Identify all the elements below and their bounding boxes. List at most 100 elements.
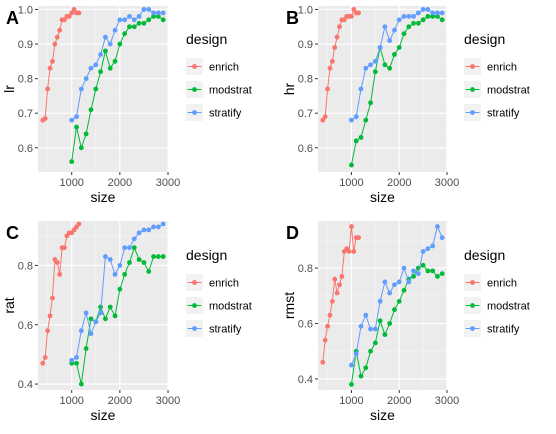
- panel-a-point-modstrat: [141, 20, 147, 26]
- panel-a-point-enrich: [52, 41, 58, 47]
- panel-b-legend-label-stratify: stratify: [487, 108, 520, 120]
- panel-b-point-stratify: [415, 10, 421, 16]
- panel-c-point-enrich: [57, 271, 63, 277]
- panel-b-point-enrich: [325, 86, 330, 92]
- panel-a-point-stratify: [117, 17, 123, 23]
- panel-d-point-stratify: [439, 235, 445, 241]
- panel-a-point-modstrat: [103, 48, 108, 54]
- panel-b-point-enrich: [322, 114, 328, 120]
- panel-b-legend-key-point-stratify: [470, 110, 475, 115]
- panel-c-x-tick-label: 3000: [156, 395, 180, 407]
- panel-d-letter: D: [286, 223, 299, 243]
- panel-d-y-tick-label: 0.6: [298, 319, 313, 331]
- panel-c-y-tick-label: 0.6: [18, 320, 33, 332]
- panel-a-point-enrich: [47, 65, 53, 71]
- panel-a-legend-key-point-modstrat: [192, 87, 197, 92]
- panel-c-point-modstrat: [136, 257, 142, 262]
- panel-a-point-modstrat: [131, 24, 137, 30]
- panel-d-y-tick-label: 0.8: [298, 263, 313, 275]
- panel-a-point-stratify: [127, 13, 132, 19]
- panel-d-point-modstrat: [363, 365, 369, 371]
- panel-d-y-axis-title: rmst: [281, 292, 297, 319]
- panel-a-point-stratify: [136, 13, 142, 19]
- panel-a-y-tick-label: 0.7: [18, 108, 33, 120]
- panel-d-point-stratify: [401, 265, 407, 271]
- panel-b-point-stratify: [406, 13, 412, 19]
- panel-a-point-stratify: [93, 62, 99, 68]
- panel-a-point-enrich: [66, 13, 72, 19]
- panel-c-point-stratify: [83, 310, 89, 316]
- panel-a-y-axis-title: lr: [1, 85, 17, 93]
- panel-a-point-enrich: [57, 27, 63, 33]
- panel-a-point-modstrat: [155, 13, 161, 19]
- panel-d-legend-key-point-enrich: [470, 280, 475, 285]
- panel-d-point-enrich: [325, 323, 330, 329]
- panel-d-point-enrich: [332, 276, 338, 282]
- panel-b-point-stratify: [353, 114, 359, 120]
- panel-a-legend-label-enrich: enrich: [209, 62, 239, 74]
- panel-b-point-stratify: [430, 10, 436, 16]
- panel-a-point-stratify: [98, 52, 103, 57]
- panel-b-x-tick-label: 3000: [435, 177, 459, 189]
- panel-c-point-modstrat: [88, 316, 94, 322]
- panel-d-point-stratify: [420, 249, 426, 254]
- panel-b-point-enrich: [351, 7, 357, 12]
- panel-c-point-stratify: [127, 245, 132, 251]
- panel-b-point-modstrat: [439, 17, 445, 23]
- panel-b-x-tick-label: 1000: [339, 177, 363, 189]
- panel-a-point-modstrat: [88, 107, 94, 113]
- panel-b-point-modstrat: [363, 117, 369, 123]
- panel-b-legend-label-modstrat: modstrat: [487, 85, 530, 97]
- panel-d-point-modstrat: [349, 382, 354, 387]
- panel-c-legend: design enrich modstrat stratify: [186, 247, 252, 337]
- panel-b-x-tick-label: 2000: [387, 177, 411, 189]
- panel-b-point-modstrat: [435, 13, 440, 19]
- panel-d-point-stratify: [382, 279, 388, 285]
- panel-d-point-stratify: [406, 279, 412, 285]
- panel-c-point-enrich: [50, 295, 55, 301]
- panel-c-x-axis-title: size: [91, 407, 116, 423]
- panel-c-legend-key-point-modstrat: [192, 303, 197, 308]
- panel-c-x-tick-label: 2000: [108, 395, 132, 407]
- panel-d-point-enrich: [320, 359, 326, 365]
- panel-d-point-stratify: [392, 282, 397, 288]
- panel-b-y-tick-label: 0.9: [298, 39, 313, 51]
- panel-c-point-modstrat: [98, 304, 103, 310]
- panel-c-point-enrich: [47, 313, 53, 319]
- panel-d-point-stratify: [349, 362, 354, 368]
- panel-a-point-modstrat: [69, 159, 75, 165]
- panel-d-point-modstrat: [435, 274, 440, 279]
- panel-d-point-stratify: [368, 326, 373, 332]
- panel-c-x-tick-label: 1000: [59, 395, 83, 407]
- panel-b-point-modstrat: [382, 62, 388, 68]
- panel-b-point-enrich: [327, 65, 333, 71]
- panel-b-point-modstrat: [358, 135, 364, 140]
- panel-a-point-enrich: [42, 115, 48, 121]
- panel-d-point-modstrat: [439, 271, 445, 277]
- panel-c-point-modstrat: [117, 286, 123, 292]
- panel-c-point-stratify: [112, 271, 118, 277]
- panel-d-point-modstrat: [430, 268, 436, 274]
- panel-a-y-tick-label: 0.9: [18, 39, 33, 51]
- panel-b-point-enrich: [341, 17, 347, 23]
- panel-a-x-tick-label: 2000: [108, 177, 132, 189]
- panel-d-legend-label-modstrat: modstrat: [487, 301, 530, 313]
- panel-a-point-modstrat: [160, 17, 166, 23]
- panel-d-point-modstrat: [358, 373, 364, 379]
- panel-b-point-modstrat: [415, 20, 421, 26]
- panel-c-y-axis-title: rat: [1, 297, 17, 313]
- panel-d-point-modstrat: [425, 268, 431, 274]
- panel-c-legend-label-stratify: stratify: [209, 324, 242, 336]
- panel-b-point-stratify: [420, 7, 426, 12]
- panel-b-point-stratify: [392, 27, 397, 33]
- panel-c-point-stratify: [107, 257, 113, 262]
- panel-c-legend-key-point-enrich: [192, 280, 197, 285]
- panel-d-point-modstrat: [377, 318, 383, 324]
- panel-c-point-stratify: [131, 236, 137, 242]
- panel-d-point-modstrat: [392, 307, 397, 313]
- panel-a-point-stratify: [83, 76, 89, 82]
- panel-a-point-modstrat: [136, 20, 142, 26]
- panel-b-point-enrich: [334, 34, 340, 40]
